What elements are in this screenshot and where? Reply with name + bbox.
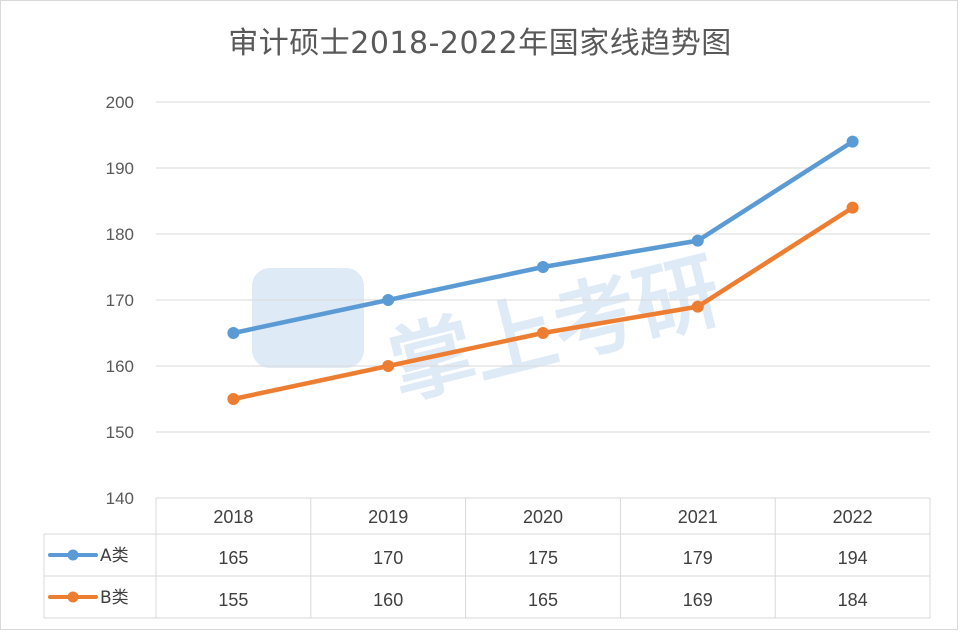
legend-marker-2 — [67, 591, 79, 603]
table-value: 155 — [218, 590, 248, 610]
table-value: 165 — [528, 590, 558, 610]
data-point — [537, 261, 549, 273]
x-category-label: 2018 — [213, 507, 253, 527]
data-point — [846, 201, 859, 214]
data-point — [537, 327, 549, 339]
y-tick-label: 170 — [106, 291, 134, 310]
data-point — [227, 327, 240, 339]
y-tick-label: 190 — [106, 159, 134, 178]
y-tick-label: 180 — [106, 225, 134, 244]
y-tick-label: 200 — [106, 93, 134, 112]
y-tick-label: 140 — [106, 489, 134, 508]
legend-label-1: A类 — [100, 546, 129, 566]
table-value: 169 — [683, 590, 713, 610]
table-value: 184 — [838, 590, 868, 610]
legend-marker-1 — [67, 549, 79, 561]
x-category-label: 2019 — [368, 507, 408, 527]
table-value: 165 — [218, 548, 248, 568]
y-tick-label: 150 — [106, 423, 134, 442]
table-value: 160 — [373, 590, 403, 610]
data-point — [846, 135, 859, 148]
y-tick-label: 160 — [106, 357, 134, 376]
data-point — [382, 360, 395, 372]
x-category-label: 2021 — [678, 507, 718, 527]
x-category-label: 2020 — [523, 507, 563, 527]
watermark: 掌上考研 — [252, 241, 730, 417]
data-point — [691, 234, 704, 247]
data-point — [691, 300, 704, 313]
table-value: 170 — [373, 548, 403, 568]
data-point — [227, 393, 240, 405]
legend-label-2: B类 — [100, 588, 129, 608]
table-value: 194 — [838, 548, 868, 568]
data-point — [382, 294, 395, 306]
x-category-label: 2022 — [833, 507, 873, 527]
table-value: 179 — [683, 548, 713, 568]
table-value: 175 — [528, 548, 558, 568]
chart-title: 审计硕士2018-2022年国家线趋势图 — [228, 26, 732, 61]
